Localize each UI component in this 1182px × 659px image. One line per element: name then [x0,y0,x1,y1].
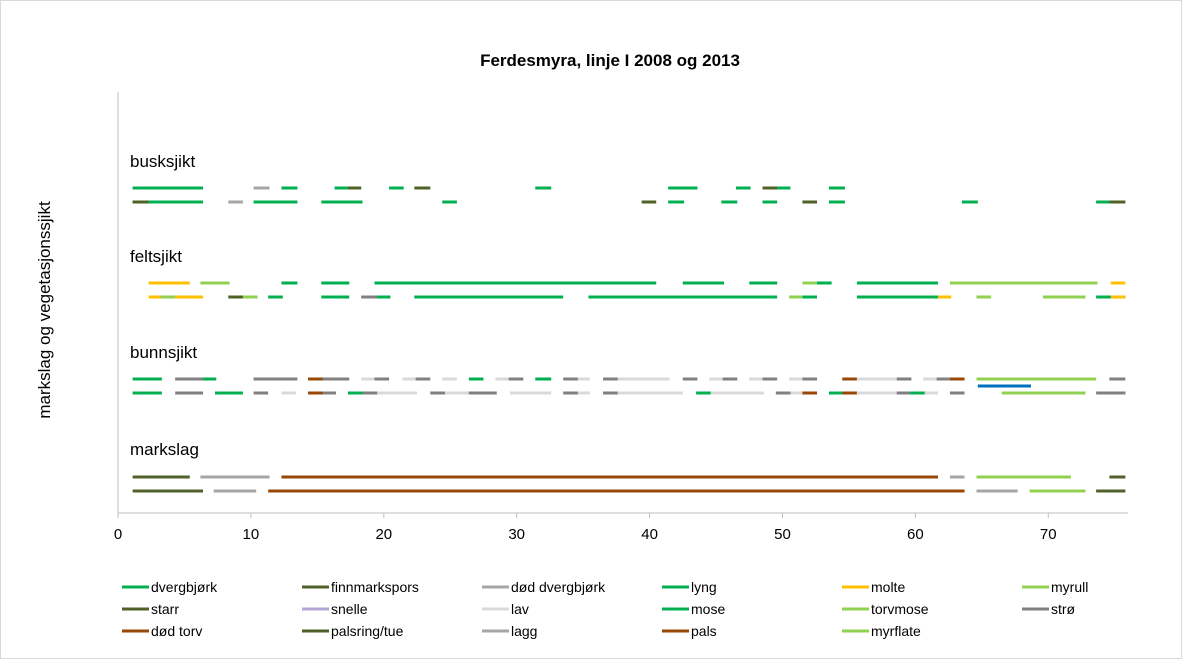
legend-label: strø [1051,601,1076,617]
legend-label: myrull [1051,579,1088,595]
legend-label: mose [691,601,725,617]
group-label: busksjikt [130,152,195,171]
x-tick-label: 70 [1040,526,1057,543]
legend-label: molte [871,579,905,595]
legend-label: pals [691,623,717,639]
x-tick-label: 20 [375,526,392,543]
legend-label: lagg [511,623,537,639]
legend-label: dvergbjørk [151,579,218,595]
x-tick-label: 30 [508,526,525,543]
group-label: markslag [130,440,199,459]
legend-label: død dvergbjørk [511,579,606,595]
legend-label: starr [151,601,179,617]
group-label: feltsjikt [130,247,182,266]
x-tick-label: 10 [243,526,260,543]
group-label: bunnsjikt [130,343,197,362]
x-tick-label: 60 [907,526,924,543]
legend-label: finnmarkspors [331,579,419,595]
x-tick-label: 0 [114,526,122,543]
y-axis-label: markslag og vegetasjonssjikt [35,201,54,419]
legend-label: palsring/tue [331,623,404,639]
legend-label: torvmose [871,601,929,617]
legend-label: snelle [331,601,368,617]
legend-label: lav [511,601,529,617]
legend-label: lyng [691,579,717,595]
x-tick-label: 50 [774,526,791,543]
legend-label: død torv [151,623,202,639]
chart-title: Ferdesmyra, linje I 2008 og 2013 [480,51,740,70]
legend-label: myrflate [871,623,921,639]
x-tick-label: 40 [641,526,658,543]
